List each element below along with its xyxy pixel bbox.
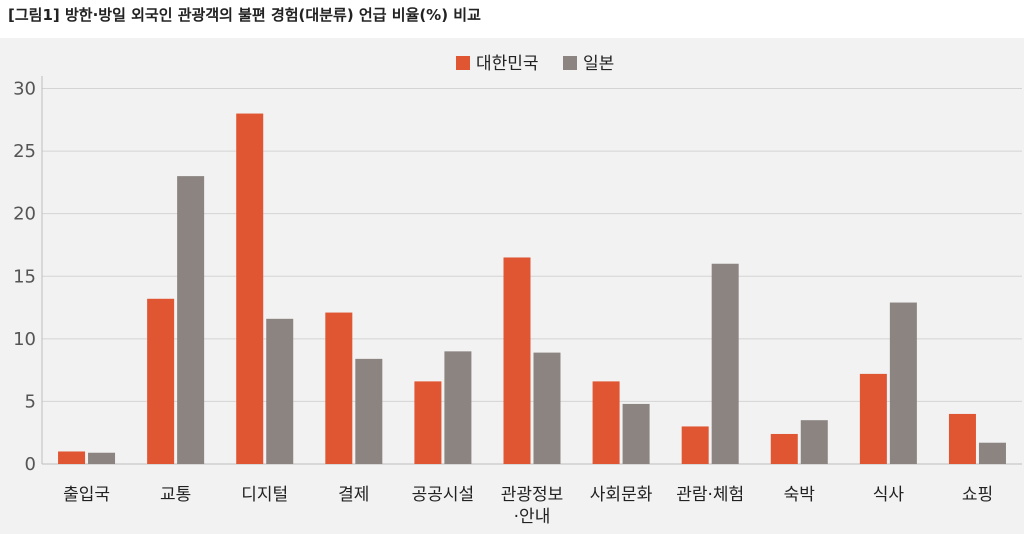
- x-category-label: ·안내: [514, 507, 551, 527]
- bar-korea: [147, 298, 175, 464]
- x-category-label: 쇼핑: [962, 485, 993, 505]
- legend-swatch: [563, 56, 577, 70]
- legend-label: 대한민국: [476, 54, 539, 74]
- bar-japan: [711, 263, 739, 464]
- bar-japan: [533, 352, 561, 464]
- x-category-label: 출입국: [63, 485, 110, 505]
- bar-korea: [414, 381, 442, 464]
- y-tick-label: 0: [25, 454, 36, 475]
- bar-japan: [177, 176, 205, 464]
- bar-japan: [622, 403, 650, 464]
- x-category-label: 교통: [160, 485, 191, 505]
- x-category-label: 식사: [873, 485, 905, 505]
- y-tick-label: 5: [25, 391, 36, 412]
- bar-korea: [325, 312, 353, 464]
- bar-korea: [859, 373, 887, 464]
- y-tick-label: 20: [13, 204, 36, 225]
- x-category-label: 공공시설: [412, 485, 475, 505]
- bar-japan: [355, 358, 383, 464]
- x-category-label: 사회문화: [590, 485, 653, 505]
- chart-title: [그림1] 방한·방일 외국인 관광객의 불편 경험(대분류) 언급 비율(%)…: [8, 6, 481, 24]
- y-tick-label: 10: [13, 329, 36, 350]
- bar-japan: [978, 442, 1006, 464]
- bar-korea: [592, 381, 620, 464]
- bars: [58, 113, 1006, 464]
- y-tick-label: 25: [13, 141, 36, 162]
- x-axis-labels: 출입국 교통 디지털 결제 공공시설 관광정보·안내 사회문화 관람·체험 숙박 식사 쇼핑: [63, 485, 993, 527]
- legend-swatch: [456, 56, 470, 70]
- y-axis-ticks: 0 5 10 15 20 25 30: [13, 79, 36, 475]
- bar-korea: [236, 113, 264, 464]
- bar-korea: [948, 413, 976, 464]
- bar-japan: [444, 351, 472, 464]
- legend-label: 일본: [583, 54, 614, 74]
- y-tick-label: 30: [13, 79, 36, 100]
- bar-japan: [88, 452, 116, 464]
- x-category-label: 관람·체험: [676, 485, 744, 505]
- bar-japan: [889, 302, 917, 464]
- bar-korea: [58, 451, 86, 464]
- legend: 대한민국 일본: [456, 54, 614, 74]
- bar-korea: [681, 426, 709, 464]
- y-tick-label: 15: [13, 266, 36, 287]
- gridlines: [41, 76, 1022, 465]
- bar-korea: [503, 257, 531, 464]
- x-category-label: 결제: [338, 485, 369, 505]
- x-category-label: 디지털: [241, 485, 288, 505]
- x-category-label: 숙박: [784, 485, 816, 505]
- x-category-label: 관광정보: [501, 485, 564, 505]
- bar-japan: [266, 318, 294, 464]
- bar-japan: [800, 420, 828, 464]
- bar-korea: [770, 433, 798, 464]
